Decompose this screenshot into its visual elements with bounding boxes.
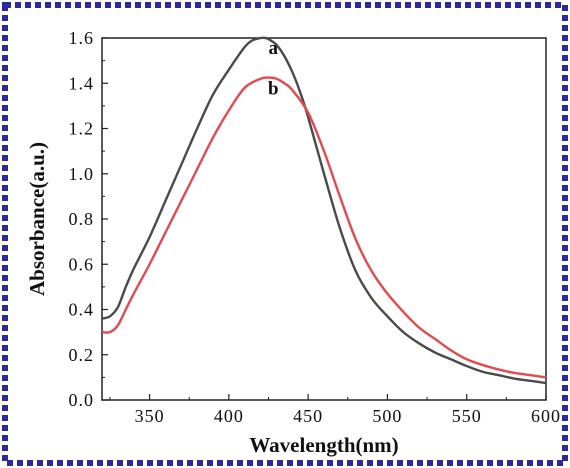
y-tick-label: 0.2 [69, 345, 95, 365]
y-tick-label: 1.4 [69, 73, 95, 93]
x-tick-label: 400 [214, 406, 244, 426]
series-line-b [101, 76, 547, 379]
x-tick-labels: 350 400 450 500 550 600 [135, 406, 561, 426]
x-tick-label: 500 [372, 406, 402, 426]
y-axis-title: Absorbance(a.u.) [25, 142, 49, 296]
x-tick-label: 550 [452, 406, 482, 426]
y-tick-labels: 0.0 0.2 0.4 0.6 0.8 1.0 1.2 1.4 1.6 [69, 28, 95, 410]
y-tick-label: 1.2 [69, 119, 95, 139]
x-tick-label: 450 [293, 406, 323, 426]
annotation-layer: ab [268, 38, 279, 100]
y-tick-label: 1.6 [69, 28, 95, 48]
y-tick-label: 1.0 [69, 164, 95, 184]
y-tick-label: 0.6 [69, 254, 95, 274]
series-layer [101, 36, 547, 385]
x-axis-title: Wavelength(nm) [249, 433, 398, 457]
x-tick-label: 350 [135, 406, 165, 426]
y-tick-label: 0.0 [69, 390, 95, 410]
series-label-b: b [268, 79, 279, 100]
series-line-a [101, 36, 547, 385]
plot-area [101, 37, 547, 401]
x-tick-label: 600 [531, 406, 561, 426]
y-tick-label: 0.8 [69, 209, 95, 229]
series-label-a: a [269, 38, 279, 59]
axis-ticks [102, 37, 547, 401]
y-tick-label: 0.4 [69, 300, 95, 320]
